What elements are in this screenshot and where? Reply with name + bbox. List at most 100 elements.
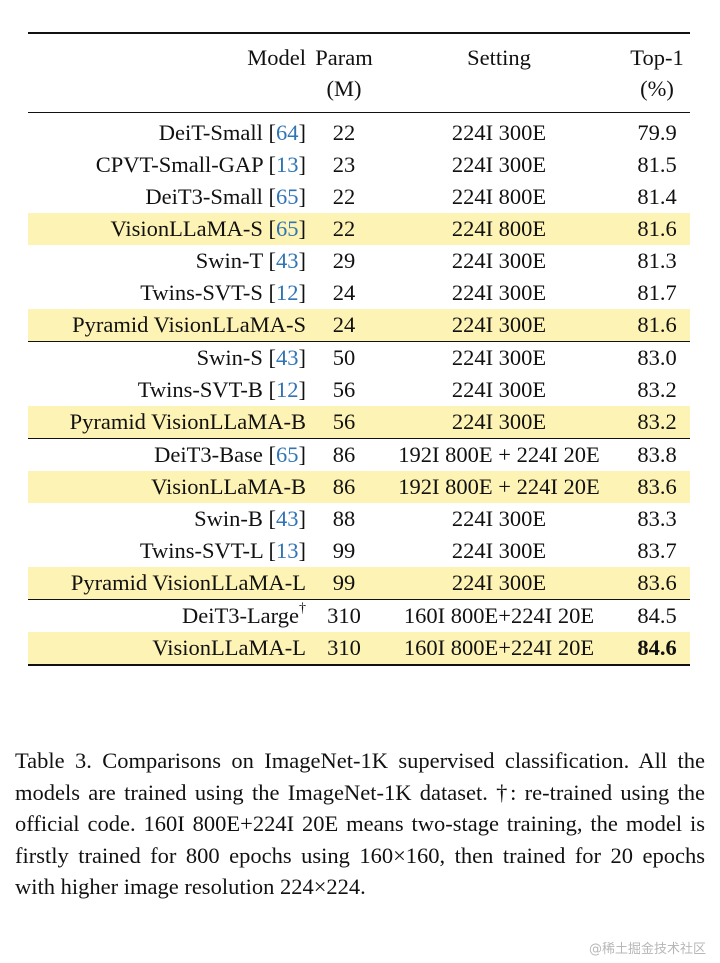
table-row: Twins-SVT-B [12] 56 224I 300E 83.2 (28, 374, 690, 406)
cell-param: 22 (306, 213, 374, 245)
header-top1-unit: (%) (640, 76, 674, 101)
citation-link[interactable]: 43 (276, 506, 299, 531)
table-row: DeiT3-Base [65] 86 192I 800E + 224I 20E 83.… (28, 438, 690, 471)
table-row: Pyramid VisionLLaMA-S 24 224I 300E 81.6 (28, 309, 690, 342)
citation-link[interactable]: 12 (276, 280, 299, 305)
model-name: DeiT3-Large (181, 603, 299, 628)
citation-link[interactable]: 13 (276, 538, 299, 563)
cell-model: DeiT3-Large† (28, 599, 306, 632)
cell-top1: 81.6 (624, 213, 690, 245)
cell-setting: 224I 300E (374, 341, 624, 374)
table-body: DeiT-Small [64] 22 224I 300E 79.9 CPVT-Small… (28, 112, 690, 666)
model-name: DeiT3-Small (145, 184, 263, 209)
table-row: VisionLLaMA-S [65] 22 224I 800E 81.6 (28, 213, 690, 245)
header-row: Model Param Setting Top-1 (28, 33, 690, 73)
cell-param: 310 (306, 632, 374, 666)
cell-top1: 81.7 (637, 280, 677, 305)
citation-link[interactable]: 65 (276, 442, 299, 467)
cell-top1: 81.4 (637, 184, 677, 209)
cell-param: 310 (306, 599, 374, 632)
header-param: Param (315, 45, 373, 70)
cell-param: 29 (332, 248, 356, 273)
table-row: Twins-SVT-S [12] 24 224I 300E 81.7 (28, 277, 690, 309)
model-name: Swin-B (194, 506, 263, 531)
citation-link[interactable]: 13 (276, 152, 299, 177)
cell-param: 88 (332, 506, 356, 531)
cell-top1: 83.3 (637, 506, 677, 531)
cell-model: DeiT3-Small [65] (145, 184, 306, 209)
header-top1: Top-1 (630, 45, 684, 70)
cell-setting: 224I 800E (451, 184, 547, 209)
cell-model: VisionLLaMA-L (28, 632, 306, 666)
cell-model: Twins-SVT-S [12] (140, 280, 306, 305)
watermark: @稀土掘金技术社区 (588, 942, 706, 957)
table-caption: Table 3. Comparisons on ImageNet-1K supe… (15, 748, 705, 899)
model-name: VisionLLaMA-S (110, 216, 263, 241)
table-row: VisionLLaMA-B 86 192I 800E + 224I 20E 83.6 (28, 471, 690, 503)
model-name: Pyramid VisionLLaMA-L (70, 570, 306, 595)
citation-link[interactable]: 65 (276, 184, 299, 209)
cell-param: 22 (332, 184, 356, 209)
cell-setting: 192I 800E + 224I 20E (374, 438, 624, 471)
cell-param: 56 (306, 406, 374, 439)
cell-model: Twins-SVT-B [12] (137, 377, 306, 402)
model-name: Pyramid VisionLLaMA-B (69, 409, 306, 434)
cell-model: Pyramid VisionLLaMA-S (28, 309, 306, 342)
model-name: VisionLLaMA-B (151, 474, 306, 499)
cell-model: CPVT-Small-GAP [13] (95, 152, 306, 177)
cell-setting: 224I 800E (374, 213, 624, 245)
cell-model: Twins-SVT-L [13] (139, 538, 306, 563)
cell-setting: 224I 300E (374, 309, 624, 342)
citation-link[interactable]: 43 (276, 248, 299, 273)
cell-top1: 83.2 (624, 406, 690, 439)
cell-top1: 81.3 (637, 248, 677, 273)
cell-top1: 83.7 (637, 538, 677, 563)
cell-param: 86 (306, 438, 374, 471)
cell-param: 86 (306, 471, 374, 503)
citation-link[interactable]: 12 (276, 377, 299, 402)
cell-model: DeiT3-Base [65] (28, 438, 306, 471)
citation-link[interactable]: 43 (276, 345, 299, 370)
cell-setting: 224I 300E (451, 538, 547, 563)
cell-param: 99 (306, 567, 374, 600)
cell-setting: 224I 300E (451, 506, 547, 531)
cell-setting: 224I 300E (451, 248, 547, 273)
cell-top1: 83.6 (624, 567, 690, 600)
table-row: Pyramid VisionLLaMA-L 99 224I 300E 83.6 (28, 567, 690, 600)
cell-top1: 83.8 (624, 438, 690, 471)
cell-setting: 224I 300E (374, 112, 624, 149)
cell-top1: 83.6 (624, 471, 690, 503)
citation-link[interactable]: 65 (276, 216, 299, 241)
cell-setting: 224I 300E (451, 377, 547, 402)
cell-param: 23 (332, 152, 356, 177)
model-name: Swin-T (195, 248, 263, 273)
model-name: Swin-S (196, 345, 263, 370)
dagger-mark: † (299, 600, 306, 616)
cell-model: Swin-S [43] (28, 341, 306, 374)
model-name: DeiT-Small (158, 120, 263, 145)
model-name: DeiT3-Base (154, 442, 263, 467)
table-row: Swin-T [43] 29 224I 300E 81.3 (28, 245, 690, 277)
table-row: CPVT-Small-GAP [13] 23 224I 300E 81.5 (28, 149, 690, 181)
cell-model: Swin-T [43] (195, 248, 306, 273)
header-units-row: (M) (%) (28, 73, 690, 113)
cell-param: 24 (332, 280, 356, 305)
table-row: Swin-B [43] 88 224I 300E 83.3 (28, 503, 690, 535)
model-name: VisionLLaMA-L (152, 635, 306, 660)
citation-link[interactable]: 64 (276, 120, 299, 145)
cell-top1: 84.6 (624, 632, 690, 666)
cell-model: VisionLLaMA-S [65] (28, 213, 306, 245)
header-setting: Setting (467, 45, 531, 70)
cell-top1: 84.5 (624, 599, 690, 632)
cell-setting: 224I 300E (451, 152, 547, 177)
cell-setting: 224I 300E (451, 280, 547, 305)
cell-param: 99 (332, 538, 356, 563)
table-row: DeiT-Small [64] 22 224I 300E 79.9 (28, 112, 690, 149)
cell-setting: 224I 300E (374, 567, 624, 600)
table-row: Swin-S [43] 50 224I 300E 83.0 (28, 341, 690, 374)
model-name: CPVT-Small-GAP (95, 152, 263, 177)
cell-setting: 224I 300E (374, 406, 624, 439)
cell-top1: 79.9 (624, 112, 690, 149)
cell-param: 22 (306, 112, 374, 149)
model-name: Twins-SVT-L (139, 538, 263, 563)
